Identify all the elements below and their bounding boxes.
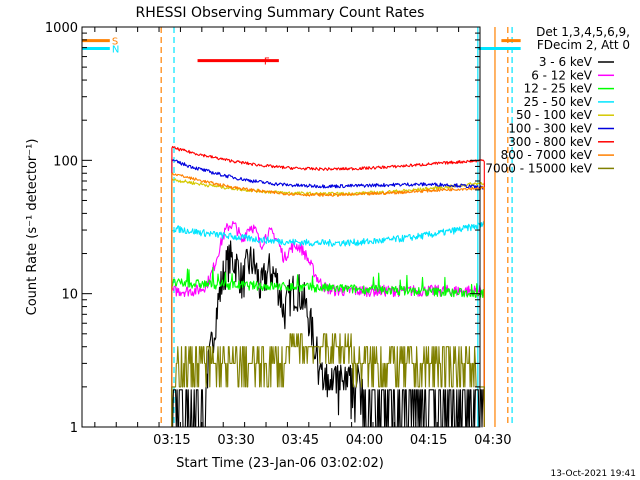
y-tick-label: 1000 [45, 21, 78, 36]
y-axis-label: Count Rate (s⁻¹ detector⁻¹) [25, 139, 40, 316]
flag-label: S [112, 37, 118, 48]
flag-label: F [264, 57, 270, 68]
axis-ticks: 1 10 100 1000 03:15 03:30 03:45 04:00 04:15 04:30 [45, 21, 512, 448]
legend-label: 300 - 800 keV [508, 135, 592, 149]
series-line [171, 158, 485, 427]
x-tick-label: 04:30 [474, 433, 511, 448]
legend-label: 25 - 50 keV [524, 95, 593, 109]
x-tick-label: 04:00 [346, 433, 383, 448]
chart-title: RHESSI Observing Summary Count Rates [136, 5, 425, 21]
plot-area: SN F [82, 27, 521, 428]
legend-label: 3 - 6 keV [539, 55, 593, 69]
legend-header: FDecim 2, Att 0 [537, 38, 630, 52]
x-tick-label: 03:30 [217, 433, 254, 448]
flag-label: N [112, 44, 119, 55]
footer-date: 13-Oct-2021 19:41 [551, 469, 636, 479]
series-line [171, 266, 485, 427]
series-line [171, 221, 485, 427]
legend-header: Det 1,3,4,5,6,9, [536, 25, 630, 39]
x-tick-label: 04:15 [410, 433, 447, 448]
legend-label: 6 - 12 keV [531, 68, 593, 82]
legend-label: 7000 - 15000 keV [485, 161, 592, 175]
legend-label: 100 - 300 keV [508, 122, 592, 136]
y-tick-label: 100 [53, 154, 78, 169]
plot-frame [81, 26, 481, 428]
x-tick-label: 03:15 [153, 433, 190, 448]
legend-label: 50 - 100 keV [516, 108, 593, 122]
legend-label: 800 - 7000 keV [501, 148, 593, 162]
series-line [171, 333, 485, 427]
series-line [171, 178, 485, 427]
x-axis-label: Start Time (23-Jan-06 03:02:02) [176, 456, 384, 471]
y-tick-label: 1 [70, 421, 78, 436]
series-line [171, 172, 485, 427]
series-line [171, 220, 485, 427]
legend-label: 12 - 25 keV [524, 82, 593, 96]
y-tick-label: 10 [61, 288, 78, 303]
x-tick-label: 03:45 [282, 433, 319, 448]
series-line [171, 145, 485, 427]
series-line [171, 240, 485, 428]
